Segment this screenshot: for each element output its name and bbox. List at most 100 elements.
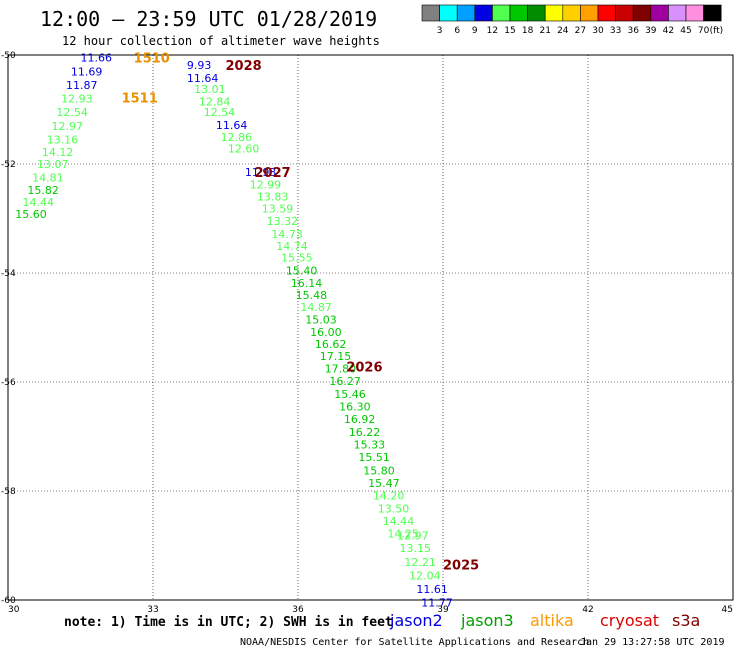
swh-observation: 14.74 (276, 240, 308, 253)
swh-observation: 12.97 (52, 120, 84, 133)
swh-observation: 11.69 (71, 65, 103, 78)
legend-unit: (ft) (710, 26, 724, 36)
legend-label: 6 (454, 26, 460, 36)
swh-observation: 16.22 (349, 426, 381, 439)
legend-swatch (456, 4, 476, 22)
swh-observation: 12.84 (199, 95, 231, 108)
footer-credit: NOAA/NESDIS Center for Satellite Applica… (240, 637, 589, 648)
swh-observation: 16.00 (310, 326, 342, 339)
satellite-legend: jason2 jason3 altika cryosat s3a (389, 611, 700, 630)
swh-observation: 13.83 (257, 191, 289, 204)
swh-observation: 14.25 (387, 528, 419, 541)
swh-observation: 11.87 (66, 79, 98, 92)
legend-label: 70 (698, 26, 710, 36)
swh-observation: 13.01 (194, 83, 226, 96)
swh-observation: 11.93 (245, 166, 276, 179)
legend-swatch (421, 4, 440, 22)
swh-observation: 14.44 (383, 515, 415, 528)
legend-label: 30 (592, 26, 604, 36)
swh-observation: 15.80 (363, 464, 395, 477)
swh-observation: 16.92 (344, 413, 376, 426)
swh-observation: 11.77 (421, 597, 453, 610)
track-id-label: 2025 (443, 559, 479, 574)
legend-label: 33 (610, 26, 621, 36)
lat-tick-label: -50 (1, 51, 16, 61)
legend-swatch (580, 4, 599, 22)
legend-swatch (650, 4, 669, 22)
swh-observation: 13.32 (267, 215, 299, 228)
plot-frame (7, 54, 734, 601)
legend-label: 3 (437, 26, 443, 36)
swh-observation: 15.60 (15, 208, 47, 221)
track-id-label: 2028 (226, 59, 262, 74)
track-labels: 1510 1511 2028 2027 2026 2025 (122, 52, 480, 574)
swh-observation: 9.93 (187, 59, 212, 72)
gridlines (8, 55, 733, 600)
swh-observation: 12.60 (228, 143, 260, 156)
swh-observation: 15.51 (358, 451, 390, 464)
swh-observation: 11.61 (416, 583, 448, 596)
swh-observation: 12.99 (250, 179, 282, 192)
swh-observation: 15.55 (281, 252, 313, 265)
track-id-label: 1511 (122, 92, 158, 107)
swh-observation: 14.87 (300, 301, 332, 314)
lat-tick-label: -60 (1, 596, 16, 606)
legend-label: 12 (487, 26, 498, 36)
swh-observation: 12.54 (56, 106, 87, 119)
swh-observation: 12.21 (404, 556, 436, 569)
swh-observation: 13.15 (400, 542, 432, 555)
lon-tick-label: 45 (722, 605, 733, 615)
legend-swatch (439, 4, 458, 22)
swh-observation: 11.64 (187, 72, 219, 85)
swh-observation: 15.33 (354, 439, 386, 452)
lat-tick-label: -58 (1, 487, 16, 497)
footer-note: note: 1) Time is in UTC; 2) SWH is in fe… (64, 615, 393, 630)
legend-swatch (544, 4, 564, 22)
legend-swatch (562, 4, 581, 22)
satellite-name: cryosat (600, 611, 659, 630)
swh-observation: 13.07 (37, 158, 69, 171)
lon-tick-label: 42 (582, 605, 593, 615)
swh-observation: 14.12 (42, 146, 73, 159)
satellite-name: jason2 (389, 611, 443, 630)
swh-observation: 14.73 (271, 228, 303, 241)
swh-observation: 13.59 (262, 203, 294, 216)
legend-swatch (527, 4, 546, 22)
lat-tick-label: -52 (1, 160, 16, 170)
lat-tick-label: -54 (1, 269, 16, 279)
swh-observation: 16.27 (329, 375, 361, 388)
swh-observation: 16.30 (339, 401, 371, 414)
legend-label: 18 (522, 26, 534, 36)
legend-label: 24 (557, 26, 569, 36)
swh-observation: 14.81 (32, 172, 64, 185)
track-id-label: 1510 (134, 52, 170, 67)
legend-label: 45 (680, 26, 691, 36)
lon-tick-label: 36 (292, 605, 304, 615)
legend-swatch (685, 4, 704, 22)
legend-swatch (474, 4, 493, 22)
swh-observation: 14.44 (23, 196, 55, 209)
track-id-label: 2026 (346, 361, 382, 376)
legend-label: 15 (504, 26, 515, 36)
swh-observation: 12.97 (397, 530, 429, 543)
color-legend: 3 6 9 12 15 18 21 24 27 30 33 36 39 42 45 70 (ft) (421, 4, 724, 36)
legend-swatch (615, 4, 634, 22)
legend-label: 21 (539, 26, 550, 36)
lon-tick-label: 30 (8, 605, 20, 615)
map-title: 12:00 – 23:59 UTC 01/28/2019 (40, 7, 377, 31)
legend-swatch (632, 4, 652, 22)
map-subtitle: 12 hour collection of altimeter wave hei… (62, 34, 380, 48)
lon-tick-label: 39 (437, 605, 449, 615)
legend-label: 42 (663, 26, 674, 36)
satellite-name: jason3 (460, 611, 514, 630)
swh-observation: 15.48 (296, 289, 328, 302)
legend-label: 39 (645, 26, 657, 36)
satellite-name: altika (530, 611, 574, 630)
swh-observation: 17.80 (325, 362, 357, 375)
legend-label: 36 (627, 26, 639, 36)
tick-labels: 30 33 36 39 42 45 -50 -52 -54 -56 -58 -60 (1, 51, 733, 615)
footer-timestamp: Jan 29 13:27:58 UTC 2019 (580, 637, 725, 648)
swh-observation: 12.54 (204, 106, 236, 119)
swh-observation: 12.86 (221, 131, 253, 144)
